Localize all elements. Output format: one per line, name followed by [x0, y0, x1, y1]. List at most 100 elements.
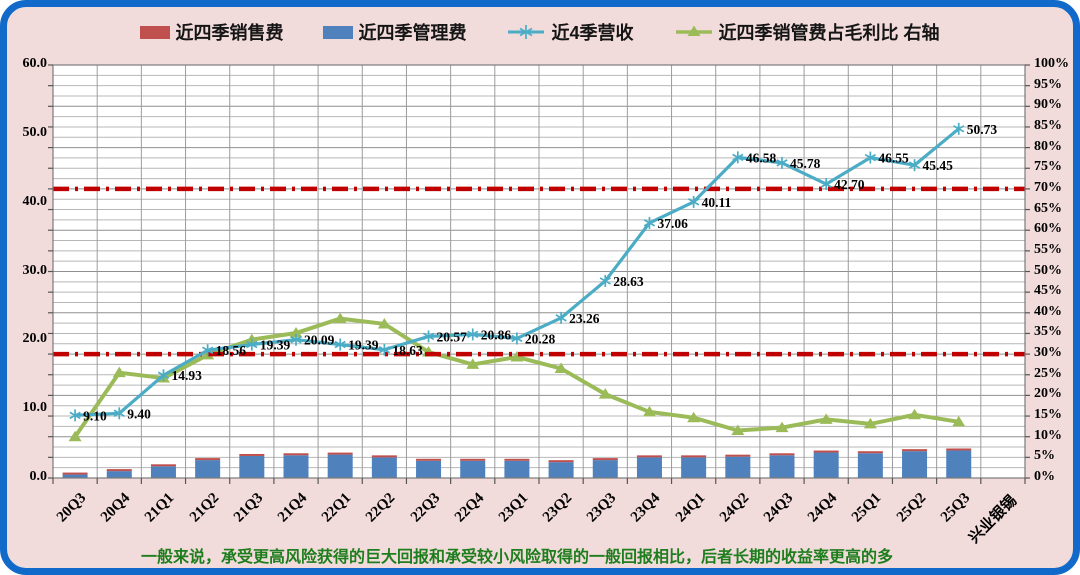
left-axis-tick-label: 0.0: [29, 469, 48, 484]
sales-bar: [239, 453, 265, 456]
data-label: 42.70: [834, 177, 865, 192]
asterisk-marker: [246, 338, 258, 351]
admin-bar: [416, 460, 442, 478]
left-axis-tick-label: 20.0: [22, 331, 48, 347]
sales-bar: [327, 452, 353, 455]
vertical-gridlines: [96, 65, 982, 478]
sales-bar-swatch-icon: [140, 25, 171, 39]
sales-bar: [813, 450, 839, 453]
expense-bars: [62, 448, 972, 478]
triangle-marker: [333, 312, 347, 324]
reference-lines: [53, 186, 1025, 357]
triangle-marker: [952, 415, 966, 427]
x-axis-tick-label: 25Q3: [937, 490, 974, 526]
admin-bar: [371, 457, 397, 478]
right-axis-tick-label: 10%: [1034, 427, 1062, 443]
x-axis-tick-label: 24Q2: [716, 490, 753, 526]
data-label: 45.78: [790, 156, 821, 171]
sales-bar: [548, 460, 574, 463]
sales-bar: [636, 455, 662, 458]
admin-bar: [62, 474, 88, 478]
x-axis-tick-label: 20Q3: [53, 490, 90, 526]
admin-bar: [327, 454, 353, 478]
sales-bar: [283, 453, 309, 456]
revenue-line: [69, 122, 965, 422]
legend-label: 近4季营收: [551, 23, 634, 43]
x-axis-tick-label: 21Q3: [230, 490, 267, 526]
sales-bar: [150, 464, 176, 467]
asterisk-marker: [864, 151, 877, 164]
asterisk-marker: [378, 343, 391, 356]
x-axis-tick-label: 22Q2: [363, 490, 399, 526]
data-label: 19.39: [348, 338, 379, 353]
data-label: 20.09: [304, 333, 335, 348]
asterisk-marker: [290, 333, 302, 346]
admin-bar: [548, 462, 574, 478]
asterisk-marker: [113, 407, 125, 420]
triangle-marker: [466, 358, 480, 369]
admin-bar: [106, 471, 132, 478]
data-label: 46.55: [878, 151, 909, 166]
sales-bar: [195, 458, 221, 461]
x-axis-tick-label: 24Q3: [760, 490, 797, 526]
sales-bar: [106, 469, 132, 472]
asterisk-marker: [157, 369, 170, 382]
asterisk-marker: [201, 344, 214, 357]
right-axis-tick-label: 30%: [1034, 345, 1062, 361]
right-axis-tick-label: 20%: [1034, 386, 1062, 402]
triangle-marker: [68, 430, 82, 442]
triangle-marker: [554, 362, 568, 374]
sales-bar: [371, 455, 397, 458]
legend-item-sales: 近四季销售费: [140, 19, 283, 45]
data-label: 18.56: [216, 343, 247, 358]
x-axis-tick-label: 23Q1: [495, 490, 532, 526]
admin-bar: [636, 457, 662, 478]
left-axis-tick-label: 10.0: [22, 400, 48, 416]
asterisk-icon: [520, 25, 533, 39]
data-labels: 9.10 9.40 14.93 18.56 19.39 20.09 19.39 18.63 20…: [83, 122, 997, 424]
asterisk-marker: [820, 178, 832, 191]
admin-bar-swatch-icon: [323, 25, 354, 39]
x-axis-tick-label: 22Q1: [319, 490, 355, 526]
right-axis-tick-label: 35%: [1034, 324, 1062, 340]
triangle-marker: [642, 405, 656, 417]
asterisk-marker: [643, 216, 656, 229]
triangle-marker: [819, 413, 833, 424]
admin-bar: [195, 460, 221, 478]
legend-label: 近四季销管费占毛利比 右轴: [718, 23, 940, 43]
legend-item-admin: 近四季管理费: [323, 19, 466, 45]
sales-bar: [592, 458, 618, 461]
admin-bar: [725, 456, 751, 478]
admin-bar: [857, 453, 883, 478]
right-axis-tick-label: 25%: [1034, 365, 1062, 381]
x-axis-tick-label: 22Q4: [451, 490, 488, 526]
asterisk-marker: [776, 156, 788, 169]
data-label: 9.10: [83, 408, 107, 423]
x-axis-tick-label: 21Q2: [186, 490, 222, 526]
asterisk-marker: [467, 328, 479, 341]
data-label: 45.45: [923, 158, 954, 173]
sales-bar: [504, 458, 530, 461]
right-axis-tick-label: 70%: [1034, 179, 1062, 195]
sales-bar: [681, 455, 707, 458]
right-axis-tick-label: 80%: [1034, 138, 1062, 154]
admin-bar: [681, 457, 707, 478]
stock-name-label: 兴业银锡: [966, 492, 1021, 547]
triangle-icon: [687, 25, 700, 36]
sales-bar: [62, 472, 88, 475]
admin-bar: [946, 450, 972, 478]
asterisk-marker: [334, 338, 346, 351]
triangle-marker: [863, 417, 877, 429]
x-axis-tick-label: 21Q4: [274, 490, 311, 526]
revenue-line-swatch-icon: [508, 25, 545, 39]
axis-ticks: [48, 64, 1030, 484]
data-label: 23.26: [569, 311, 600, 326]
admin-bar: [150, 466, 176, 478]
triangle-marker: [112, 366, 126, 378]
x-axis-tick-label: 24Q1: [672, 490, 708, 526]
triangle-marker: [289, 327, 303, 338]
admin-bar: [283, 455, 309, 478]
legend-label: 近四季销售费: [175, 23, 284, 43]
admin-bar: [769, 455, 795, 478]
asterisk-marker: [687, 195, 700, 208]
